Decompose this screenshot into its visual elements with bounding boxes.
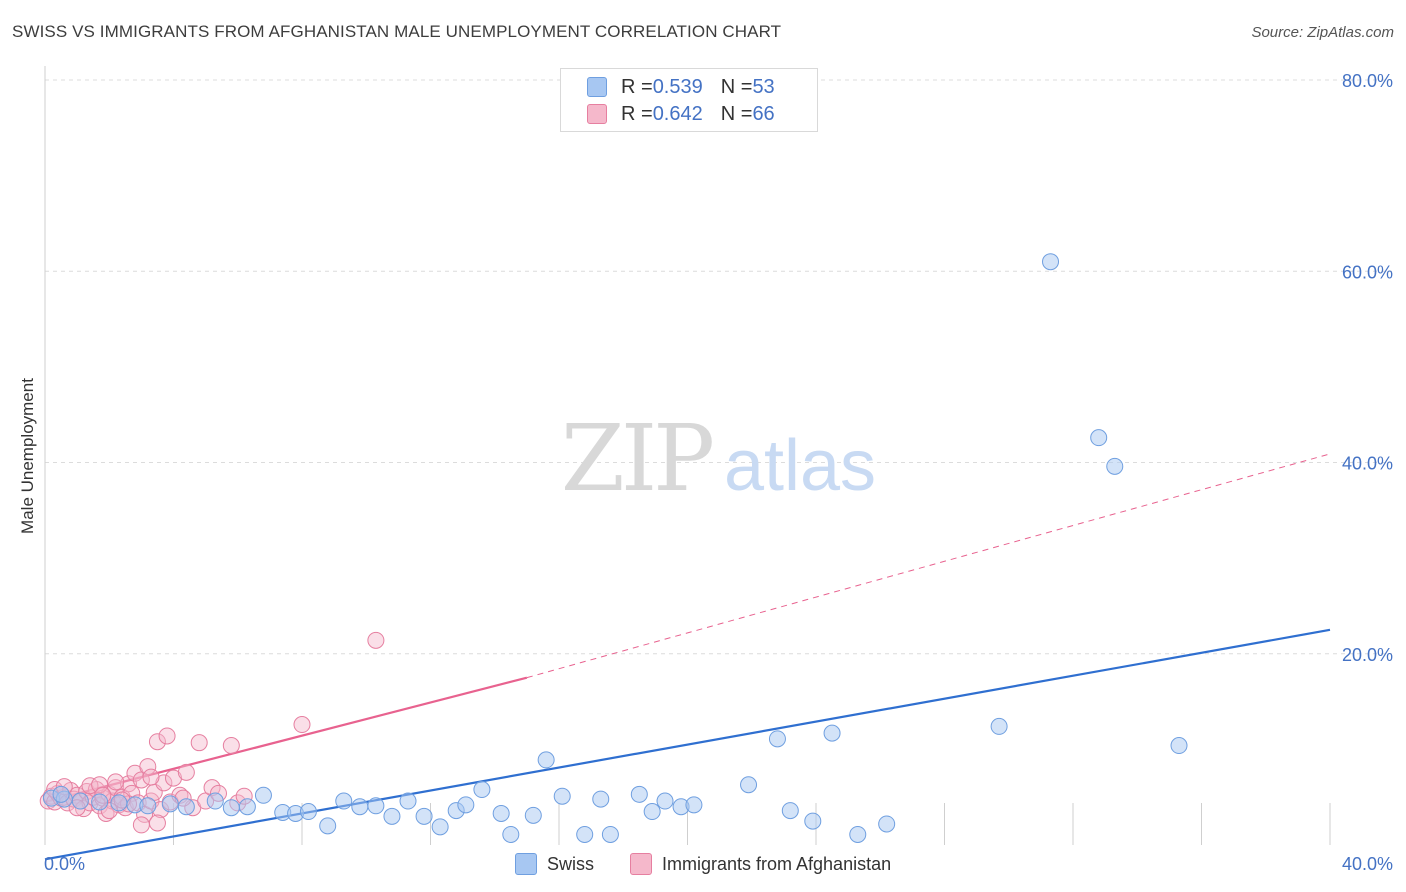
point-swiss: [1170, 737, 1188, 755]
point-swiss: [335, 792, 353, 810]
legend-row-swiss: R = 0.539 N = 53: [587, 75, 775, 99]
point-swiss: [553, 787, 571, 805]
point-swiss: [254, 786, 272, 804]
y-axis-label: Male Unemployment: [18, 378, 37, 534]
point-swiss: [457, 796, 475, 814]
trend-line-afghan: [44, 676, 528, 804]
legend-r-value: 0.539: [652, 75, 703, 98]
source-label: Source: ZipAtlas.com: [1251, 24, 1394, 41]
x-tick-label: 40.0%: [1342, 854, 1393, 874]
point-afghan: [142, 768, 160, 786]
legend-n-label: N =: [720, 102, 753, 125]
stats-legend: R = 0.539 N = 53 R = 0.642 N = 66: [560, 68, 818, 132]
point-swiss: [524, 806, 542, 824]
point-swiss: [473, 781, 491, 799]
point-afghan: [158, 727, 176, 745]
bottom-legend-swatch-swiss: [515, 853, 537, 875]
legend-r-label: R =: [621, 102, 653, 125]
y-tick-label: 60.0%: [1342, 262, 1393, 282]
point-afghan: [222, 737, 240, 755]
point-swiss: [823, 724, 841, 742]
point-afghan: [107, 773, 125, 791]
trend-line-swiss: [44, 628, 1331, 861]
legend-n-label: N =: [720, 75, 753, 98]
point-swiss: [1106, 457, 1124, 475]
trend-lines: [44, 453, 1331, 861]
chart-title: SWISS VS IMMIGRANTS FROM AFGHANISTAN MAL…: [12, 22, 782, 41]
legend-swatch-swiss: [587, 77, 607, 97]
point-swiss: [849, 825, 867, 843]
legend-n-value: 66: [752, 102, 775, 125]
legend-n-value: 53: [752, 75, 775, 98]
point-afghan: [293, 716, 311, 734]
tick-labels: 20.0% 40.0% 60.0% 80.0% 0.0% 40.0%: [44, 71, 1393, 874]
point-swiss: [71, 792, 89, 810]
point-swiss: [222, 799, 240, 817]
point-afghan: [91, 776, 109, 794]
bottom-legend-label-swiss: Swiss: [547, 853, 595, 874]
point-swiss: [367, 797, 385, 815]
y-tick-label: 20.0%: [1342, 645, 1393, 665]
x-tick-label: 0.0%: [44, 854, 85, 874]
point-swiss: [601, 825, 619, 843]
point-swiss: [415, 807, 433, 825]
point-swiss: [502, 825, 520, 843]
point-swiss: [643, 803, 661, 821]
point-swiss: [990, 717, 1008, 735]
trend-line-afghan-extension: [526, 453, 1331, 679]
point-swiss: [161, 795, 179, 813]
point-afghan: [132, 816, 150, 834]
point-swiss: [91, 793, 109, 811]
point-swiss: [206, 792, 224, 810]
y-tick-label: 40.0%: [1342, 454, 1393, 474]
bottom-legend-label-afghan: Immigrants from Afghanistan: [662, 853, 892, 874]
grid: [45, 79, 1392, 655]
legend-swatch-afghan: [587, 104, 607, 124]
point-afghan: [139, 758, 157, 776]
point-afghan: [148, 733, 166, 751]
bottom-legend-swatch-afghan: [630, 853, 652, 875]
y-tick-label: 80.0%: [1342, 71, 1393, 91]
point-swiss: [685, 796, 703, 814]
point-swiss: [110, 794, 128, 812]
point-swiss: [656, 792, 674, 810]
point-swiss: [139, 797, 157, 815]
point-afghan: [177, 763, 195, 781]
legend-row-afghan: R = 0.642 N = 66: [587, 102, 775, 126]
point-swiss: [177, 798, 195, 816]
point-afghan: [120, 775, 138, 793]
legend-r-label: R =: [621, 75, 653, 98]
point-swiss: [630, 785, 648, 803]
watermark-atlas: atlas: [724, 426, 876, 506]
point-afghan: [190, 734, 208, 752]
point-swiss: [1042, 253, 1060, 271]
point-swiss: [431, 818, 449, 836]
point-swiss: [878, 815, 896, 833]
point-swiss: [383, 807, 401, 825]
point-swiss: [740, 776, 758, 794]
point-swiss: [1090, 429, 1108, 447]
legend-r-value: 0.642: [652, 102, 703, 125]
watermark-zip: ZIP: [561, 405, 712, 512]
point-swiss: [299, 803, 317, 821]
point-swiss: [238, 798, 256, 816]
point-swiss: [52, 785, 70, 803]
point-swiss: [576, 825, 594, 843]
point-swiss: [592, 790, 610, 808]
bottom-legend-swiss: Swiss: [515, 852, 594, 876]
point-swiss: [804, 812, 822, 830]
watermark: ZIP atlas: [561, 405, 876, 512]
point-swiss: [537, 751, 555, 769]
bottom-legend-afghan: Immigrants from Afghanistan: [630, 852, 891, 876]
series-swiss: [42, 253, 1188, 843]
point-swiss: [399, 792, 417, 810]
point-swiss: [781, 802, 799, 820]
point-swiss: [351, 798, 369, 816]
point-swiss: [319, 817, 337, 835]
point-afghan: [148, 814, 166, 832]
point-afghan: [367, 631, 385, 649]
point-swiss: [768, 730, 786, 748]
point-swiss: [492, 804, 510, 822]
